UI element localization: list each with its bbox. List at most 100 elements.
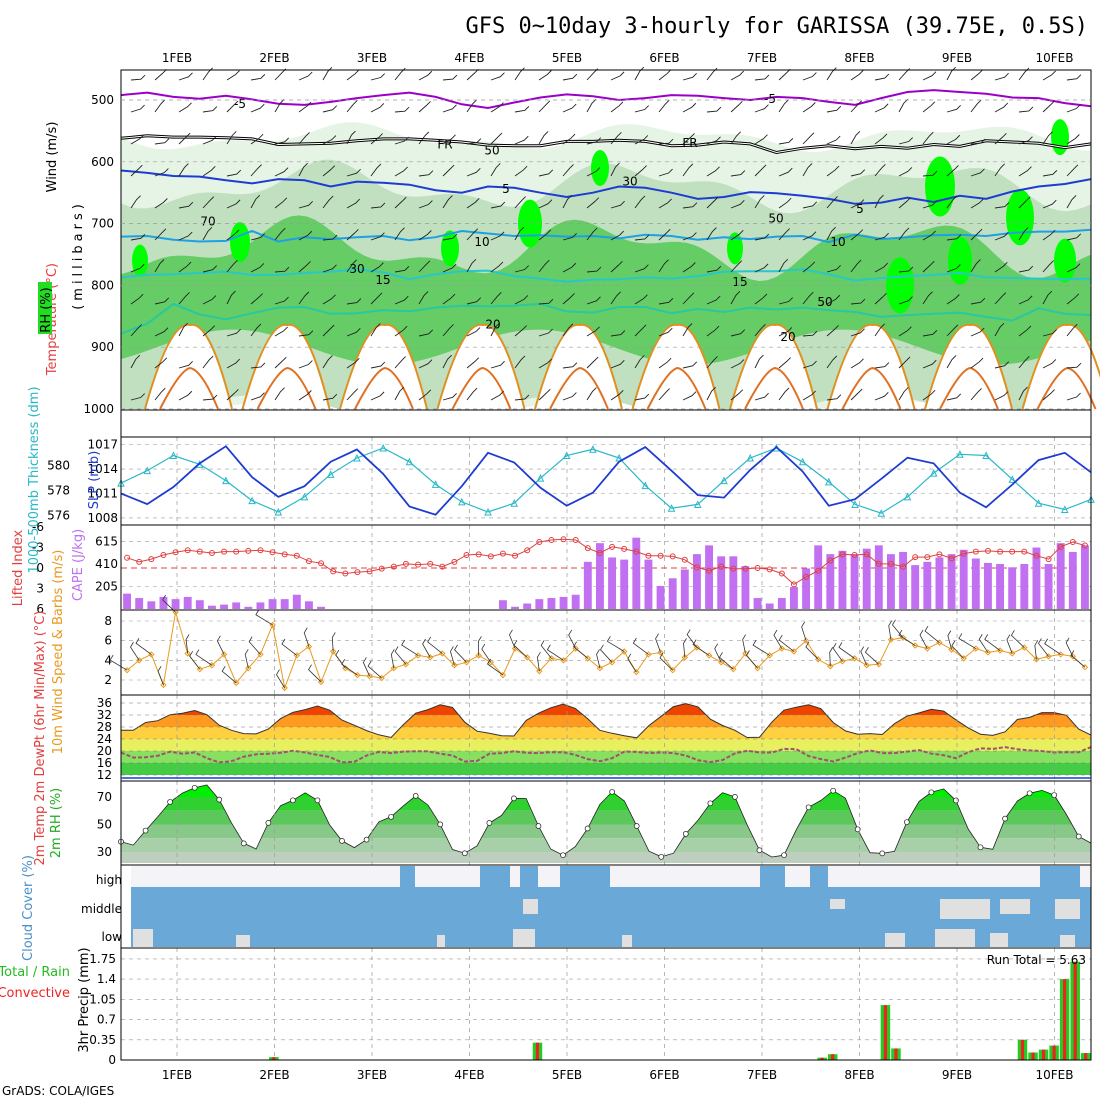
wind-barb: [562, 392, 577, 401]
date-label-bottom: 4FEB: [454, 1068, 484, 1082]
thickness-point: [929, 468, 938, 477]
rh-point: [609, 789, 615, 795]
wind-barb: [514, 196, 526, 209]
wind-barb: [189, 650, 201, 670]
wind-barb: [248, 636, 261, 655]
wind-barb: [692, 639, 710, 656]
wind-barb: [226, 70, 240, 81]
wind-barb: [1018, 196, 1031, 209]
wind-barb: [1018, 136, 1033, 145]
wind-barb: [606, 636, 625, 652]
wind-barb: [154, 259, 165, 273]
rh-bright-blob: [230, 222, 250, 263]
wind-barb: [202, 295, 217, 305]
wind-barb: [802, 261, 816, 273]
wind-barb: [754, 195, 765, 209]
cape-bar: [668, 578, 677, 609]
wind-barb: [538, 100, 551, 113]
wind-barb: [487, 658, 504, 676]
wind-barb: [514, 67, 525, 81]
wind-barb: [802, 102, 816, 113]
wind-barb: [538, 388, 551, 401]
wind-barb: [538, 298, 554, 305]
wind-barb: [274, 356, 287, 369]
wind-barb: [682, 163, 694, 177]
wind-barb: [394, 386, 405, 401]
wind-barb: [322, 264, 337, 273]
wind-barb: [994, 163, 1005, 177]
wind-barb: [994, 132, 1007, 145]
li-point: [863, 551, 870, 558]
wind-barb: [466, 387, 478, 401]
wind-barb: [1042, 199, 1057, 209]
low-cloud-gap: [236, 935, 250, 947]
wind-barb: [1042, 389, 1055, 401]
li-point: [548, 536, 555, 543]
wind-speed-point: [996, 647, 1004, 654]
wind-barb: [778, 197, 792, 209]
cape-bar: [571, 594, 580, 609]
li-point: [281, 551, 288, 558]
wind-barb: [682, 262, 696, 273]
wind-barb: [658, 198, 672, 209]
rh-point: [953, 797, 959, 804]
wind-barb: [514, 135, 529, 145]
wind-barb: [634, 324, 647, 337]
li-point: [330, 568, 337, 575]
li-point: [851, 552, 858, 559]
wind-barb: [946, 195, 958, 209]
wind-barb: [514, 265, 530, 273]
wind-barb: [466, 198, 480, 209]
wind-barb: [850, 70, 864, 81]
wind-barb: [226, 358, 241, 369]
thickness-point: [562, 451, 571, 460]
contour-label: 15: [375, 273, 390, 287]
precip-convective-bar: [1084, 1053, 1088, 1060]
li-point: [475, 551, 482, 558]
pressure-tick: 900: [91, 340, 114, 354]
cape-bar: [183, 596, 192, 609]
wind-barb: [586, 296, 601, 305]
li-tick: -3: [32, 541, 44, 555]
wind-barb: [562, 133, 576, 145]
slp-tick: 1014: [87, 462, 118, 476]
temp-band: [121, 763, 1091, 775]
wind-barb: [802, 360, 817, 369]
wind-barb: [346, 298, 362, 305]
wind-barb: [130, 263, 145, 273]
wind-barb: [994, 72, 1009, 81]
wind-barb: [490, 322, 500, 337]
millibars-axis-label: (millibars): [71, 200, 86, 310]
li-point: [754, 565, 761, 571]
wind-barb: [1042, 229, 1056, 241]
date-label-top: 1FEB: [162, 51, 192, 65]
wind-barb: [130, 234, 146, 241]
wind-barb: [298, 330, 314, 337]
rh-point: [830, 787, 837, 794]
wind-speed-point: [378, 674, 385, 682]
wind-barb: [322, 234, 338, 241]
rh-point: [461, 850, 468, 857]
cape-bar: [789, 587, 798, 609]
wind-barb: [562, 73, 578, 81]
cape-bar: [207, 605, 216, 609]
date-label-bottom: 8FEB: [844, 1068, 874, 1082]
wind-barb: [394, 227, 405, 241]
wind-barb: [154, 99, 166, 113]
wind-barb: [322, 195, 334, 209]
li-point: [997, 548, 1004, 555]
wind-barb: [274, 99, 285, 113]
li-point: [572, 536, 579, 543]
rh-point: [535, 823, 542, 829]
wind-barb: [562, 323, 574, 337]
wind-barb: [586, 197, 600, 209]
wind-barb: [586, 98, 597, 113]
rh-point: [511, 795, 517, 802]
wind-barb: [946, 165, 959, 177]
li-point: [415, 561, 422, 568]
thickness-point: [353, 453, 361, 462]
wind-barb: [322, 294, 336, 305]
temp-tick: 28: [97, 720, 112, 734]
